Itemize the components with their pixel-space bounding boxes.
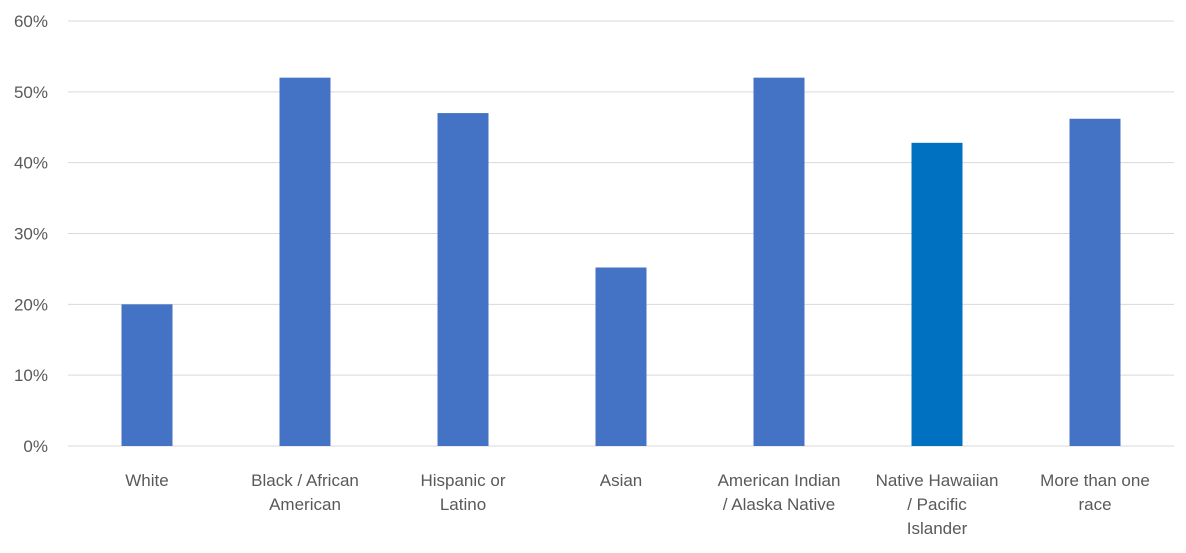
x-tick-label: Asian [600,471,643,490]
y-axis-tick-labels: 0% 10% 20% 30% 40% 50% 60% [14,12,48,456]
y-tick-label: 10% [14,366,48,385]
x-tick-label-line: / Alaska Native [723,495,835,514]
x-tick-label-line: Hispanic or [420,471,505,490]
x-tick-label-line: race [1078,495,1111,514]
x-tick-label: More than one race [1040,471,1150,514]
y-tick-label: 0% [23,437,48,456]
bars [121,77,1121,447]
bar [1069,118,1121,446]
bar [911,142,963,447]
x-tick-label: American Indian / Alaska Native [718,471,841,514]
x-tick-label-line: Islander [907,519,968,538]
x-axis-category-labels: White Black / African American Hispanic or L… [125,471,1150,538]
x-tick-label: White [125,471,168,490]
x-tick-label: Black / African American [251,471,359,514]
x-tick-label-line: / Pacific [907,495,967,514]
bar [437,113,489,446]
x-tick-label-line: Asian [600,471,643,490]
x-tick-label: Hispanic or Latino [420,471,505,514]
bar [121,304,173,446]
y-tick-label: 20% [14,295,48,314]
x-tick-label-line: Latino [440,495,486,514]
x-tick-label-line: Black / African [251,471,359,490]
y-tick-label: 60% [14,12,48,31]
x-tick-label-line: American Indian [718,471,841,490]
bar [279,77,331,447]
x-tick-label: Native Hawaiian / Pacific Islander [876,471,999,538]
x-tick-label-line: More than one [1040,471,1150,490]
y-tick-label: 50% [14,83,48,102]
x-tick-label-line: American [269,495,341,514]
bar [753,77,805,447]
x-tick-label-line: White [125,471,168,490]
x-tick-label-line: Native Hawaiian [876,471,999,490]
bar [595,267,647,446]
y-tick-label: 40% [14,154,48,173]
y-tick-label: 30% [14,225,48,244]
